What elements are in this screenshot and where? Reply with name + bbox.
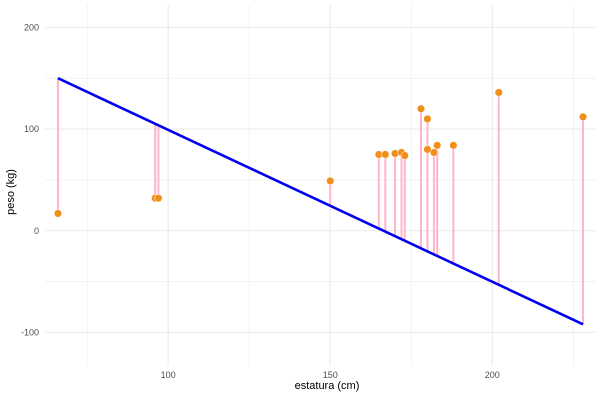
residual-lines <box>56 78 585 325</box>
x-axis-title: estatura (cm) <box>295 380 360 392</box>
y-axis-title: peso (kg) <box>5 169 17 215</box>
data-point <box>326 176 335 185</box>
x-tick-label: 200 <box>485 370 500 380</box>
data-point <box>53 209 63 218</box>
x-tick-label: 100 <box>161 370 176 380</box>
data-point <box>423 145 432 154</box>
x-axis-ticks: 100 150 200 <box>161 370 500 380</box>
regression-line <box>57 77 584 326</box>
data-point <box>433 141 442 150</box>
data-point <box>578 112 588 121</box>
data-point <box>416 104 426 113</box>
x-tick-label: 150 <box>323 370 338 380</box>
grid <box>45 5 596 366</box>
y-tick-label: -100 <box>21 327 39 337</box>
data-point <box>449 141 458 150</box>
data-point <box>154 194 163 203</box>
data-point <box>494 88 503 97</box>
fit-line-group <box>57 77 584 326</box>
data-point <box>429 148 438 157</box>
y-axis-ticks: -100 0 100 200 <box>21 22 39 337</box>
data-point <box>381 150 390 159</box>
data-point <box>423 114 432 123</box>
data-points <box>53 88 588 218</box>
y-tick-label: 100 <box>24 124 39 134</box>
data-point <box>400 151 409 160</box>
y-tick-label: 0 <box>34 226 39 236</box>
y-tick-label: 200 <box>24 22 39 32</box>
